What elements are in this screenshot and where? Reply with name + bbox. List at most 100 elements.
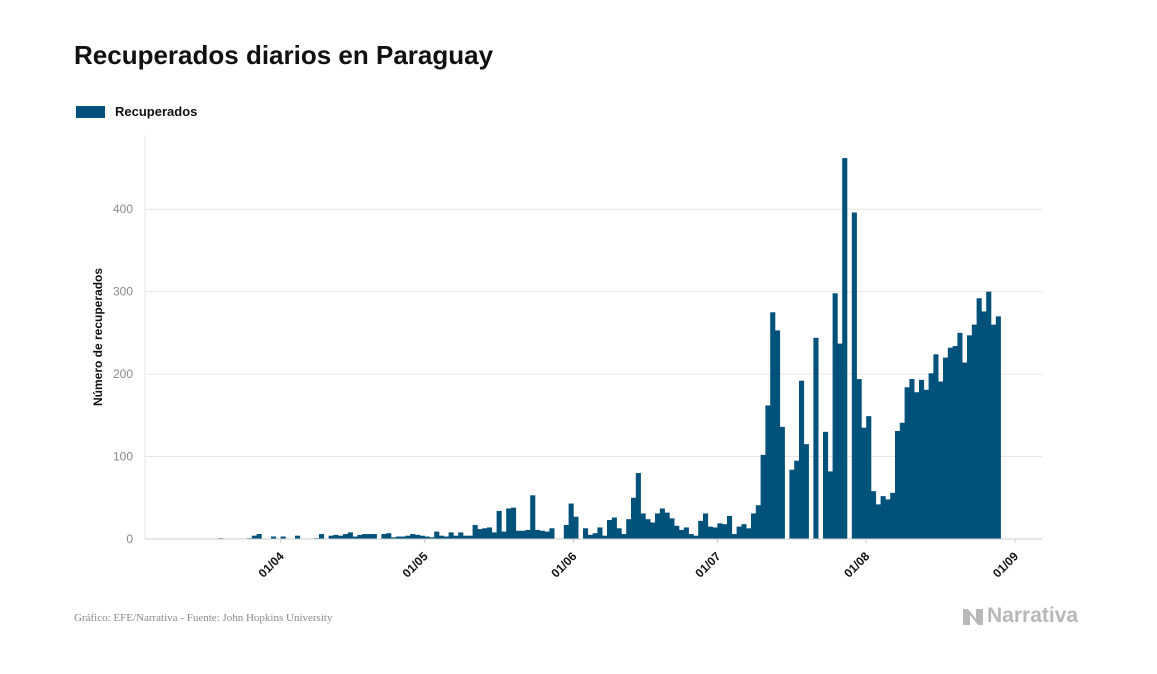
bar: [717, 523, 723, 539]
bar: [482, 528, 488, 539]
bar: [607, 520, 613, 539]
bar: [256, 534, 262, 539]
x-axis-ticks: 01/04 01/05 01/06 01/07 01/08 01/09: [256, 539, 1021, 580]
bar: [765, 405, 771, 539]
bar: [760, 454, 766, 539]
bar: [755, 505, 761, 539]
bar: [947, 347, 953, 539]
bar: [650, 522, 656, 539]
bar: [439, 535, 445, 539]
chart-title: Recuperados diarios en Paraguay: [74, 40, 494, 70]
bar: [343, 534, 349, 539]
bar: [635, 473, 641, 539]
bar: [645, 519, 651, 539]
bar: [837, 343, 843, 539]
bar: [453, 535, 459, 539]
bar: [914, 392, 920, 539]
bar: [467, 535, 473, 539]
x-tick-label: 01/07: [692, 549, 723, 580]
y-axis-ticks: 0 100 200 300 400: [113, 202, 133, 546]
bar: [943, 357, 949, 539]
bar: [640, 513, 646, 539]
source-note: Gráfico: EFE/Narrativa - Fuente: John Ho…: [74, 612, 333, 624]
bar: [923, 389, 929, 539]
bar: [751, 513, 757, 539]
bar: [563, 524, 569, 539]
bar: [986, 291, 992, 539]
bar: [434, 531, 440, 539]
bar: [885, 499, 891, 539]
bar: [251, 535, 257, 539]
bar: [799, 380, 805, 539]
x-tick-label: 01/08: [841, 549, 872, 580]
bar: [866, 416, 872, 539]
bar: [520, 530, 526, 539]
bar: [880, 496, 886, 539]
bar: [995, 316, 1001, 539]
bar: [952, 346, 958, 539]
bar: [789, 469, 795, 539]
bar: [938, 381, 944, 539]
bar: [443, 536, 449, 539]
bar: [338, 535, 344, 539]
bar: [477, 529, 483, 539]
bar: [515, 530, 521, 539]
bar: [775, 330, 781, 539]
bar: [659, 508, 665, 539]
bar: [631, 497, 637, 539]
bar: [626, 519, 632, 539]
legend-label: Recuperados: [115, 104, 198, 119]
bar: [352, 536, 358, 539]
y-tick-label: 0: [126, 532, 133, 546]
brand-name: Narrativa: [987, 604, 1079, 627]
bar: [319, 534, 325, 539]
bar: [770, 312, 776, 539]
bar: [419, 535, 425, 539]
bar: [280, 536, 286, 539]
bar: [357, 534, 363, 539]
bar: [928, 373, 934, 539]
bar: [621, 534, 627, 539]
bar: [803, 444, 809, 539]
bar: [328, 535, 334, 539]
bar: [741, 524, 747, 539]
narrativa-logo-icon: [963, 609, 983, 625]
y-tick-label: 200: [113, 367, 133, 381]
bar: [731, 534, 737, 539]
bar: [842, 158, 848, 539]
bar: [463, 535, 469, 539]
bar: [890, 492, 896, 539]
bar: [544, 531, 550, 539]
x-tick-label: 01/09: [990, 549, 1021, 580]
bar: [707, 526, 713, 539]
bar: [362, 534, 368, 539]
bar: [746, 528, 752, 539]
bar: [813, 337, 819, 539]
bar: [933, 354, 939, 539]
bar: [674, 525, 680, 539]
bar: [712, 527, 718, 539]
legend-swatch: [76, 105, 105, 118]
bar: [722, 524, 728, 539]
gridlines: [144, 135, 1042, 539]
bar: [568, 503, 574, 539]
bar: [899, 422, 905, 539]
bar: [395, 536, 401, 539]
y-tick-label: 400: [113, 202, 133, 216]
bar: [386, 533, 392, 539]
bar: [347, 532, 353, 539]
x-tick-label: 01/05: [400, 549, 431, 580]
bar: [693, 535, 699, 539]
bar: [856, 379, 862, 539]
x-tick-label: 01/06: [548, 549, 579, 580]
bar: [448, 532, 454, 539]
bar: [967, 335, 973, 539]
bar: [698, 520, 704, 539]
bar: [919, 379, 925, 539]
bar: [391, 537, 397, 539]
bar: [871, 491, 877, 539]
bar: [525, 529, 531, 539]
bar: [371, 534, 377, 539]
bar: [602, 535, 608, 539]
